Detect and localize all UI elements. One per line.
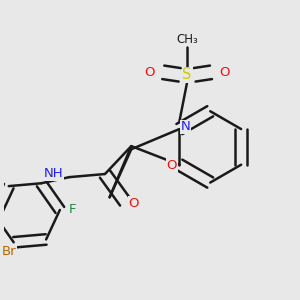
Text: NH: NH bbox=[44, 167, 64, 180]
Text: O: O bbox=[220, 66, 230, 79]
Text: O: O bbox=[144, 66, 154, 79]
Text: Br: Br bbox=[2, 245, 16, 258]
Text: N: N bbox=[181, 120, 190, 134]
Text: O: O bbox=[128, 197, 139, 210]
Text: S: S bbox=[182, 67, 192, 82]
Text: CH₃: CH₃ bbox=[176, 33, 198, 46]
Text: F: F bbox=[69, 203, 77, 216]
Text: O: O bbox=[167, 159, 177, 172]
